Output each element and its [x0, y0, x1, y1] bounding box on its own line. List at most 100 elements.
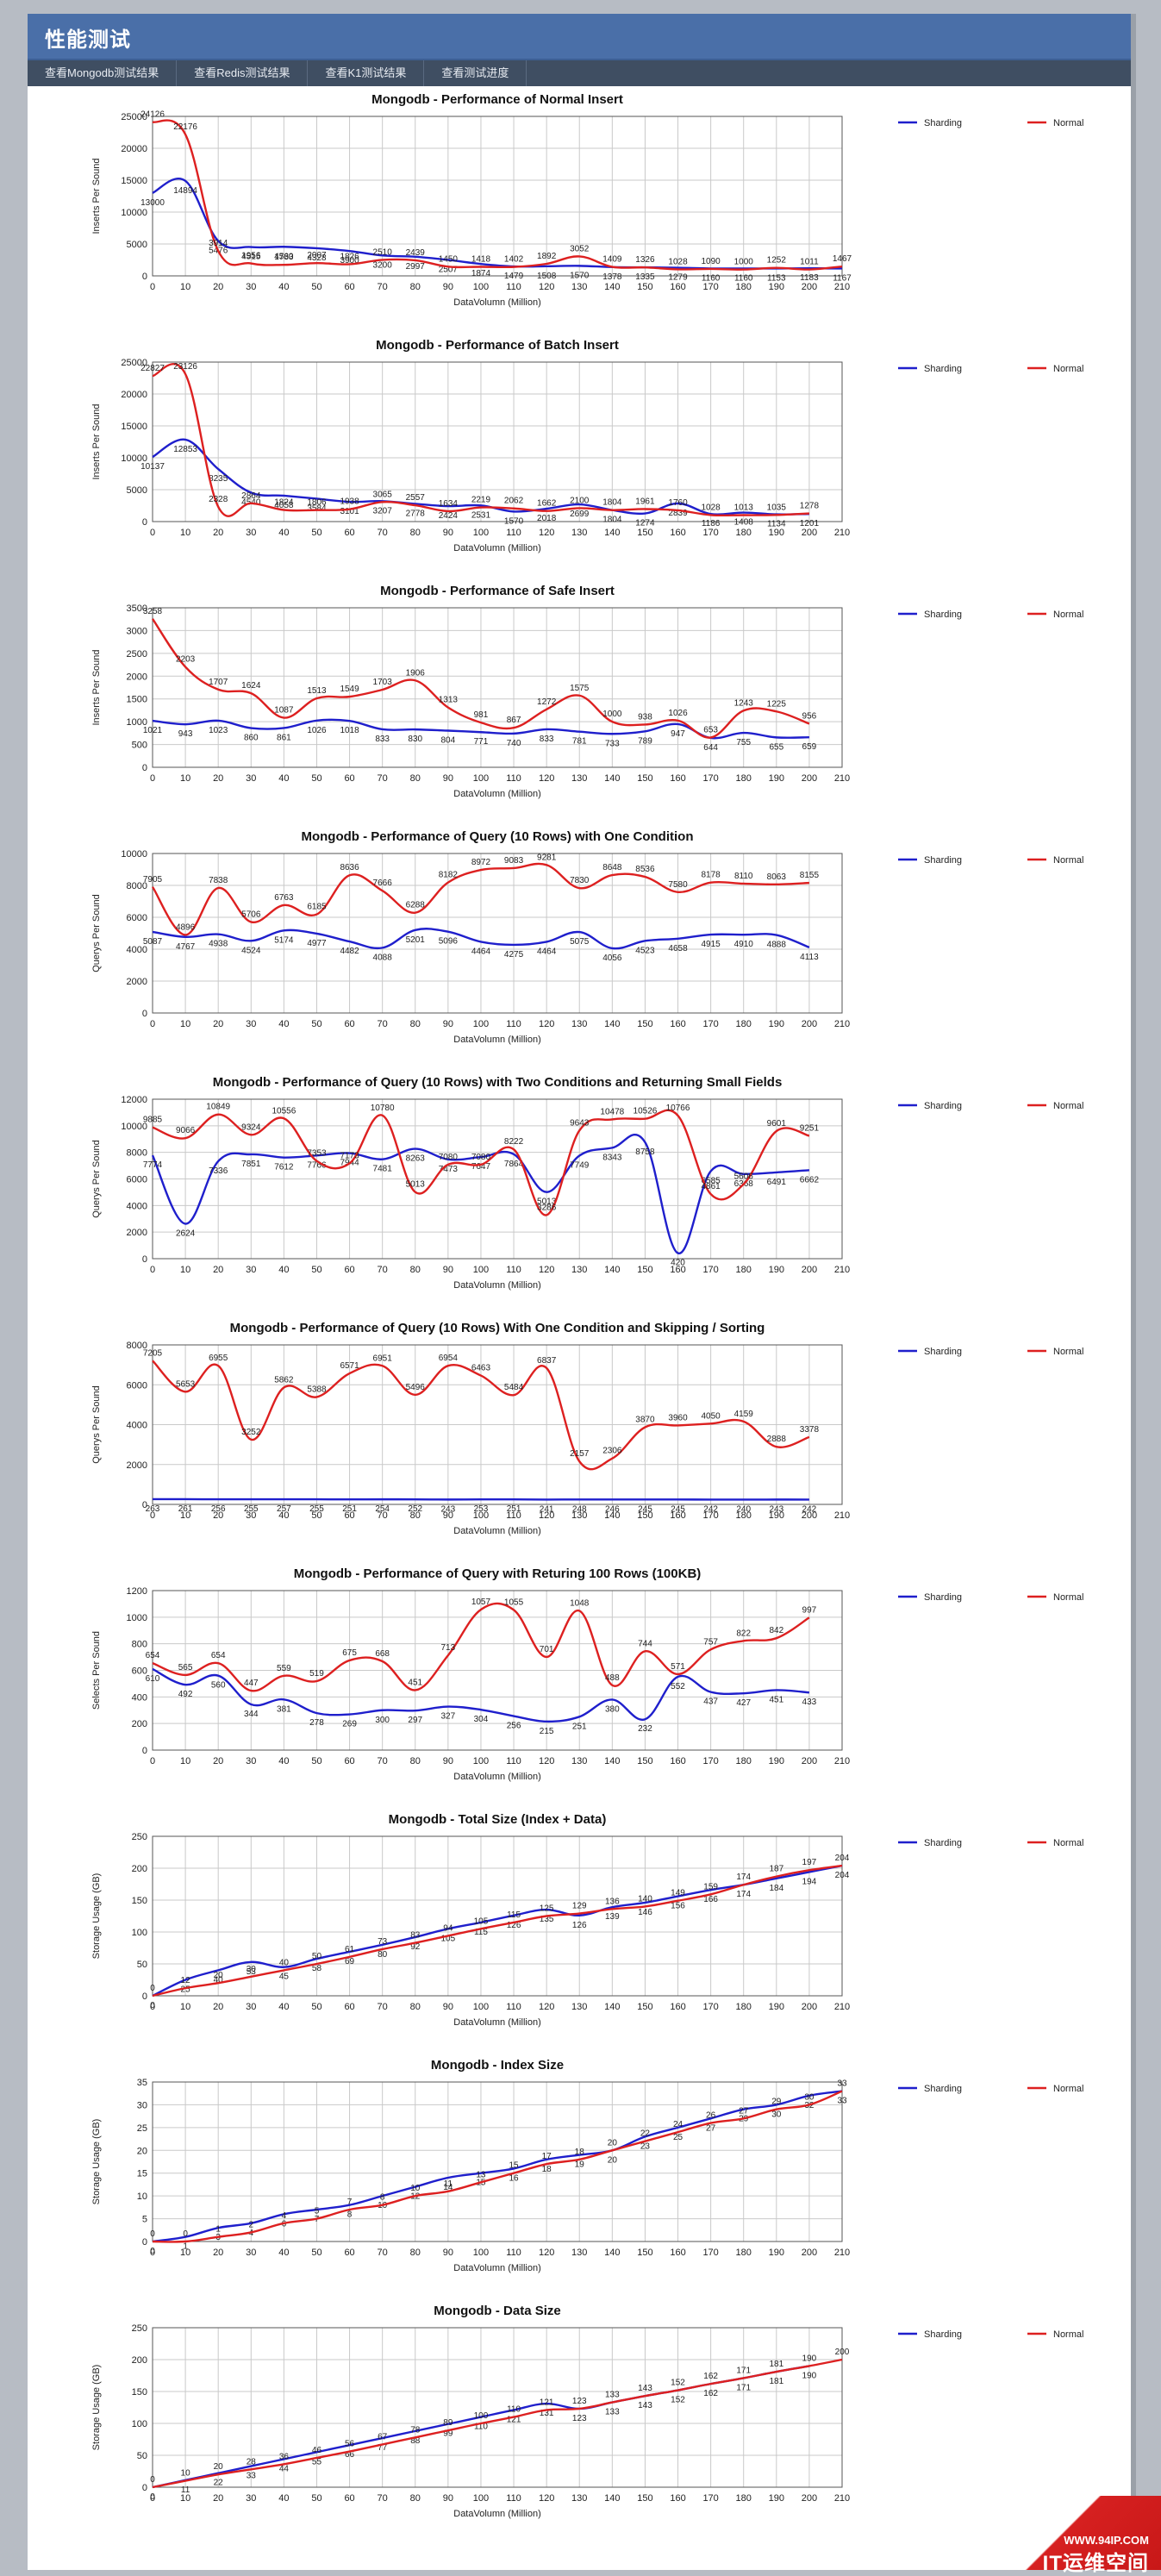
- x-tick-label: 170: [702, 2493, 718, 2504]
- data-label: 4560: [274, 252, 294, 261]
- x-tick-label: 130: [571, 1265, 587, 1275]
- tab-k1[interactable]: 查看K1测试结果: [308, 60, 425, 86]
- data-label: 20: [214, 1971, 224, 1980]
- x-tick-label: 50: [311, 1756, 321, 1766]
- data-label: 7473: [439, 1165, 459, 1174]
- legend-label-normal: Normal: [1053, 118, 1083, 128]
- data-label: 2306: [602, 1447, 622, 1456]
- data-label: 33: [247, 2472, 257, 2481]
- x-tick-label: 160: [670, 1510, 685, 1521]
- x-tick-label: 130: [571, 2248, 587, 2258]
- x-tick-label: 0: [150, 2493, 155, 2504]
- series-line-sharding: [152, 928, 810, 950]
- x-tick-label: 50: [311, 1510, 321, 1521]
- x-tick-label: 60: [344, 1510, 354, 1521]
- x-tick-label: 90: [443, 2248, 453, 2258]
- chart-title: Mongodb - Performance of Query with Retu…: [294, 1566, 702, 1581]
- x-tick-label: 70: [378, 2002, 388, 2012]
- x-tick-label: 170: [702, 773, 718, 784]
- y-tick-label: 15000: [121, 422, 147, 432]
- chart-7: Mongodb - Total Size (Index + Data) 0 10 20…: [91, 1812, 1083, 2028]
- x-tick-label: 180: [736, 1756, 752, 1766]
- x-tick-label: 130: [571, 528, 587, 538]
- data-label: 2157: [570, 1449, 590, 1459]
- chart-title: Mongodb - Performance of Query (10 Rows)…: [301, 829, 693, 844]
- data-label: 8972: [471, 858, 491, 867]
- x-tick-label: 20: [213, 1019, 223, 1029]
- data-label: 4861: [701, 1182, 721, 1191]
- y-tick-label: 250: [132, 1832, 147, 1842]
- x-tick-label: 30: [246, 2002, 256, 2012]
- data-label: 571: [671, 1662, 685, 1672]
- data-label: 10556: [272, 1106, 296, 1116]
- data-label: 11: [181, 2485, 190, 2495]
- data-label: 4088: [373, 953, 393, 962]
- x-tick-label: 70: [378, 2493, 388, 2504]
- data-label: 1055: [504, 1597, 524, 1607]
- x-tick-label: 200: [802, 2002, 817, 2012]
- y-tick-label: 8000: [127, 881, 147, 891]
- data-label: 4515: [241, 253, 261, 262]
- plot-frame: [152, 1590, 843, 1751]
- data-label: 69: [345, 1957, 355, 1966]
- x-tick-label: 50: [311, 2002, 321, 2012]
- tab-progress[interactable]: 查看测试进度: [424, 60, 527, 86]
- plot-frame: [152, 1835, 843, 1997]
- x-tick-label: 90: [443, 282, 453, 292]
- data-label: 240: [736, 1504, 751, 1514]
- data-label: 822: [736, 1629, 751, 1638]
- x-tick-label: 50: [311, 282, 321, 292]
- data-label: 1570: [570, 271, 590, 280]
- data-label: 3207: [373, 506, 393, 516]
- data-label: 7080: [471, 1153, 491, 1162]
- data-label: 943: [178, 729, 193, 739]
- x-tick-label: 150: [637, 1019, 652, 1029]
- x-tick-label: 200: [802, 1019, 817, 1029]
- x-tick-label: 110: [506, 773, 521, 784]
- data-label: 447: [244, 1679, 259, 1688]
- data-label: 4938: [209, 940, 228, 949]
- y-tick-label: 0: [142, 1009, 147, 1019]
- data-label: 7080: [439, 1153, 459, 1162]
- data-label: 2699: [570, 510, 590, 519]
- data-label: 152: [671, 2379, 685, 2388]
- data-label: 6491: [767, 1178, 787, 1187]
- x-tick-label: 190: [769, 2002, 784, 2012]
- data-label: 33: [837, 2079, 847, 2089]
- data-label: 190: [802, 2354, 817, 2363]
- data-label: 1028: [701, 503, 721, 512]
- x-tick-label: 80: [410, 2248, 421, 2258]
- data-label: 9601: [767, 1119, 787, 1129]
- x-tick-label: 10: [180, 773, 190, 784]
- data-label: 5862: [274, 1375, 294, 1385]
- data-label: 126: [507, 1921, 521, 1930]
- data-label: 0: [150, 2229, 155, 2239]
- data-label: 10780: [371, 1104, 395, 1113]
- data-label: 297: [408, 1716, 422, 1725]
- x-tick-label: 20: [213, 282, 223, 292]
- tab-redis[interactable]: 查看Redis测试结果: [177, 60, 309, 86]
- data-label: 8636: [340, 863, 359, 872]
- data-label: 2062: [504, 497, 524, 506]
- data-label: 3960: [668, 1413, 688, 1422]
- x-tick-label: 170: [702, 1756, 718, 1766]
- tab-mongodb[interactable]: 查看Mongodb测试结果: [28, 60, 178, 86]
- x-tick-label: 50: [311, 2493, 321, 2504]
- legend-label-normal: Normal: [1053, 610, 1083, 620]
- data-label: 204: [835, 1871, 850, 1880]
- x-tick-label: 200: [802, 528, 817, 538]
- data-label: 10478: [600, 1107, 624, 1116]
- data-label: 3252: [241, 1428, 261, 1437]
- y-tick-label: 12000: [121, 1095, 147, 1105]
- data-label: 73: [378, 1937, 388, 1947]
- data-label: 1018: [340, 726, 359, 735]
- data-label: 2531: [471, 510, 491, 520]
- y-axis-label: Inserts Per Sound: [91, 649, 102, 725]
- data-label: 24126: [140, 109, 165, 119]
- x-tick-label: 180: [736, 1510, 752, 1521]
- x-tick-label: 190: [769, 528, 784, 538]
- series-line-sharding: [152, 2090, 843, 2243]
- y-tick-label: 2000: [127, 977, 147, 987]
- legend-label-sharding: Sharding: [924, 1838, 962, 1848]
- x-tick-label: 150: [637, 773, 652, 784]
